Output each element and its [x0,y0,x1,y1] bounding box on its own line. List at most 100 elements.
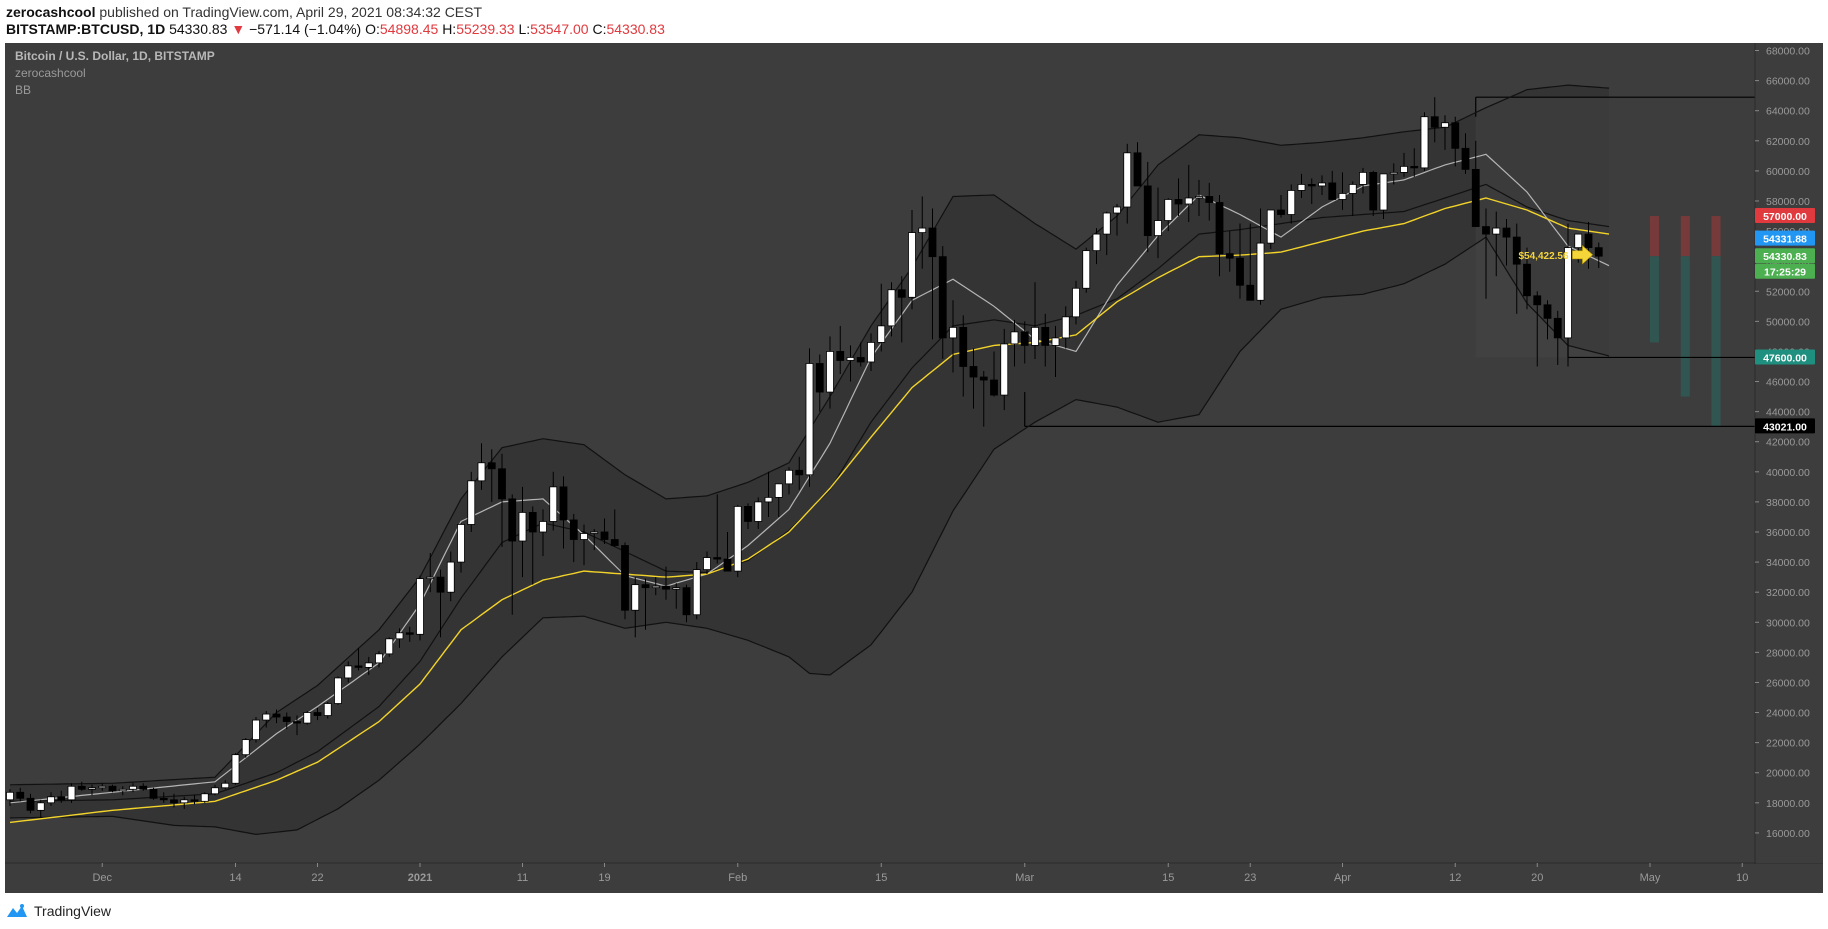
candle-body [1451,122,1460,149]
candle-body [539,521,547,533]
candle-body [1379,173,1388,211]
price-tag-box [1755,349,1815,365]
candle-body [1184,197,1193,205]
candle-body [1051,337,1060,346]
author-name[interactable]: zerocashcool [6,4,96,20]
candles [6,97,1603,818]
candle-body [98,785,107,789]
y-tick-label: 58000.00 [1766,196,1810,208]
candle [1061,306,1070,349]
x-tick-label: 19 [598,872,610,884]
price-chart[interactable]: $54,422.56 16000.00 18000.00 20000.00 22000… [0,43,1828,893]
candle [508,494,517,615]
candle-body [1318,182,1326,187]
candle-body [149,788,158,799]
candle-body [1256,242,1265,301]
candle-body [436,576,445,593]
candle [1338,172,1347,211]
candle [1225,231,1234,272]
candle-body [979,376,988,381]
candle-body [877,325,886,343]
candle [600,518,609,545]
candle-body [856,357,865,363]
candle-body [723,558,732,572]
price-axis[interactable]: 16000.00 18000.00 20000.00 22000.00 24000.00… [1755,43,1823,863]
candle [221,780,230,790]
projection-risk-2 [1711,216,1721,257]
candle-body [754,501,763,522]
candle [1482,208,1490,299]
candle [1010,319,1019,367]
candle-body [1174,199,1183,205]
candle-body [1061,316,1070,339]
brand-name[interactable]: TradingView [34,903,112,919]
candle-body [1266,209,1275,244]
candle-body [1164,199,1173,221]
candle [1174,178,1183,217]
candle-body [1430,116,1439,128]
candle [467,471,476,532]
candle [1307,178,1316,204]
horizontal-levels[interactable] [1024,96,1755,427]
low-label: L: [518,21,531,37]
candle-body [272,713,281,718]
candle [405,626,414,642]
candle [1020,321,1029,364]
candle [139,783,148,791]
candle-body [569,519,578,540]
candle [774,483,783,517]
candle-body [908,232,916,298]
price-tag-label: 54331.88 [1763,234,1807,246]
candle [1451,116,1460,167]
candle-body [118,788,127,792]
footer: TradingView [6,900,111,922]
candle [1430,97,1439,143]
candle-body [692,569,701,616]
candle-body [815,363,824,393]
time-axis-background [5,864,1823,893]
candle-body [67,785,76,801]
candle-body [887,289,896,327]
candle-body [1553,317,1562,339]
bb-lower-line [9,236,1610,836]
candle-body [621,545,629,611]
candle [856,342,865,367]
tradingview-logo-icon[interactable] [6,903,28,919]
candle [692,562,701,620]
candle [395,628,404,648]
candle [764,471,773,517]
candle-body [1584,233,1593,249]
candle-body [1410,165,1419,169]
time-axis[interactable]: Dec 14 22 2021 11 19 Feb 15 Mar 15 23 Apr 12 20 May 10 [5,863,1823,893]
candle [1461,133,1470,174]
candle-body [36,802,45,811]
chart-frame[interactable]: $54,422.56 16000.00 18000.00 20000.00 22000… [0,43,1828,893]
candle [211,784,219,796]
candle-body [703,557,711,571]
candle [1092,228,1101,265]
x-tick-label: Feb [728,872,747,884]
candle-body [1082,250,1091,289]
candle-body [1010,331,1019,345]
candle-body [1307,184,1316,187]
candle [651,577,660,596]
candle [1359,167,1367,194]
candle [1154,187,1162,259]
candle [344,661,353,683]
x-tick-label: 23 [1244,872,1256,884]
candle [1297,173,1306,198]
publish-info: zerocashcool published on TradingView.co… [6,4,482,22]
candle [539,509,547,557]
candle-body [1502,227,1511,238]
candle [1471,140,1480,227]
candle-body [1512,236,1521,265]
price-tag-box [1755,208,1815,224]
candle-body [1215,202,1224,255]
candle [1379,173,1388,220]
candle [1102,211,1111,256]
candle [1072,280,1080,325]
candle [949,300,957,373]
y-tick-label: 30000.00 [1766,617,1810,629]
published-text: published on TradingView.com, April 29, … [99,4,483,20]
candle-body [221,782,230,789]
